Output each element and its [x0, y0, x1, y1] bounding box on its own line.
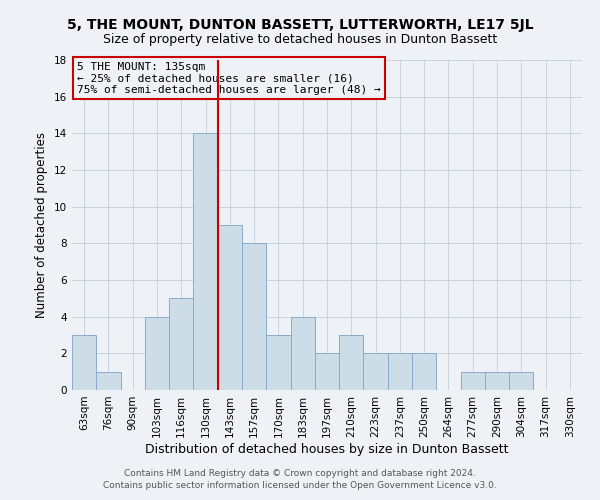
Bar — [266, 335, 290, 390]
X-axis label: Distribution of detached houses by size in Dunton Bassett: Distribution of detached houses by size … — [145, 442, 509, 456]
Bar — [461, 372, 485, 390]
Text: Contains HM Land Registry data © Crown copyright and database right 2024.: Contains HM Land Registry data © Crown c… — [124, 468, 476, 477]
Bar — [218, 225, 242, 390]
Text: 5 THE MOUNT: 135sqm
← 25% of detached houses are smaller (16)
75% of semi-detach: 5 THE MOUNT: 135sqm ← 25% of detached ho… — [77, 62, 381, 95]
Text: Size of property relative to detached houses in Dunton Bassett: Size of property relative to detached ho… — [103, 32, 497, 46]
Bar — [485, 372, 509, 390]
Bar — [388, 354, 412, 390]
Text: 5, THE MOUNT, DUNTON BASSETT, LUTTERWORTH, LE17 5JL: 5, THE MOUNT, DUNTON BASSETT, LUTTERWORT… — [67, 18, 533, 32]
Bar — [509, 372, 533, 390]
Bar — [315, 354, 339, 390]
Bar — [364, 354, 388, 390]
Y-axis label: Number of detached properties: Number of detached properties — [35, 132, 49, 318]
Text: Contains public sector information licensed under the Open Government Licence v3: Contains public sector information licen… — [103, 481, 497, 490]
Bar — [169, 298, 193, 390]
Bar — [96, 372, 121, 390]
Bar — [242, 244, 266, 390]
Bar — [290, 316, 315, 390]
Bar — [145, 316, 169, 390]
Bar — [412, 354, 436, 390]
Bar — [339, 335, 364, 390]
Bar — [72, 335, 96, 390]
Bar — [193, 134, 218, 390]
